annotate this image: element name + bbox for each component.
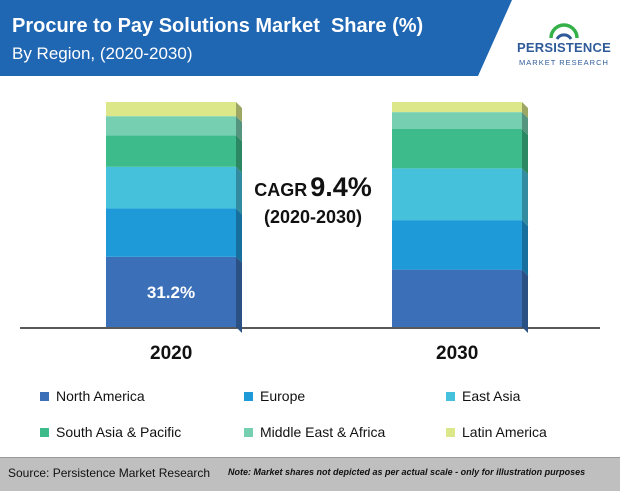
chart-title: Procure to Pay Solutions Market Share (%… (12, 15, 424, 37)
footer-bar: Source: Persistence Market Research Note… (0, 457, 620, 491)
legend-swatch-north-america (40, 392, 49, 401)
bar-side-2030-east-asia (522, 168, 528, 227)
bar-2020-east-asia (106, 166, 236, 209)
bar-side-2020-north-america (236, 256, 242, 333)
bar-side-2030-latin-america (522, 102, 528, 119)
legend-label: Latin America (462, 424, 547, 440)
bar-2020-middle-east-africa (106, 116, 236, 136)
bar-2030-north-america (392, 269, 522, 327)
bar-2020-north-america (106, 256, 236, 327)
legend-swatch-east-asia (446, 392, 455, 401)
legend-item-north-america: North America (40, 388, 145, 404)
bar-side-2030-europe (522, 220, 528, 276)
bar-side-2020-east-asia (236, 166, 242, 215)
chart-subtitle: By Region, (2020-2030) (12, 44, 193, 63)
legend-label: North America (56, 388, 145, 404)
footnote-text: Note: Market shares not depicted as per … (228, 467, 586, 477)
bar-2030-south-asia-pacific (392, 129, 522, 169)
legend-label: Europe (260, 388, 306, 404)
bar-side-2020-south-asia-pacific (236, 135, 242, 173)
bar-side-2030-south-asia-pacific (522, 129, 528, 175)
legend-swatch-latin-america (446, 428, 455, 437)
bar-side-2030-middle-east-africa (522, 112, 528, 135)
bar-side-2030-north-america (522, 269, 528, 333)
x-tick-label-2030: 2030 (436, 343, 479, 364)
x-tick-label-2020: 2020 (150, 343, 193, 364)
logo-tagline: MARKET RESEARCH (519, 58, 609, 67)
stacked-bar-chart: 31.2% (20, 102, 600, 333)
legend-swatch-south-asia-pacific (40, 428, 49, 437)
legend-swatch-middle-east-africa (244, 428, 253, 437)
legend-item-latin-america: Latin America (446, 424, 547, 440)
logo-name: PERSISTENCE (517, 40, 611, 55)
bar-side-2020-latin-america (236, 102, 242, 123)
company-logo: PERSISTENCE MARKET RESEARCH (514, 22, 614, 74)
legend-label: East Asia (462, 388, 521, 404)
bar-2030-middle-east-africa (392, 112, 522, 129)
legend-label: South Asia & Pacific (56, 424, 182, 440)
logo-arc-icon (549, 23, 579, 40)
title-banner: Procure to Pay Solutions Market Share (%… (0, 0, 512, 76)
bar-side-2020-europe (236, 208, 242, 263)
cagr-label: CAGR (254, 180, 308, 200)
cagr-value: 9.4% (310, 172, 372, 202)
cagr-callout: CAGR 9.4% (2020-2030) (248, 172, 378, 228)
source-text: Source: Persistence Market Research (8, 466, 211, 480)
legend-label: Middle East & Africa (260, 424, 386, 440)
bar-2020-south-asia-pacific (106, 135, 236, 167)
data-label-north-america-2020: 31.2% (147, 283, 195, 302)
bar-2020-europe (106, 208, 236, 257)
legend-item-europe: Europe (244, 388, 305, 404)
bar-2020-latin-america (106, 102, 236, 117)
legend-item-east-asia: East Asia (446, 388, 520, 404)
bar-2030-east-asia (392, 168, 522, 221)
cagr-period: (2020-2030) (263, 207, 363, 227)
legend-swatch-europe (244, 392, 253, 401)
legend-item-south-asia-pacific: South Asia & Pacific (40, 424, 181, 440)
bar-side-2020-middle-east-africa (236, 116, 242, 142)
bar-2030-europe (392, 220, 522, 270)
legend-item-middle-east-africa: Middle East & Africa (244, 424, 385, 440)
bar-2030-latin-america (392, 102, 522, 113)
